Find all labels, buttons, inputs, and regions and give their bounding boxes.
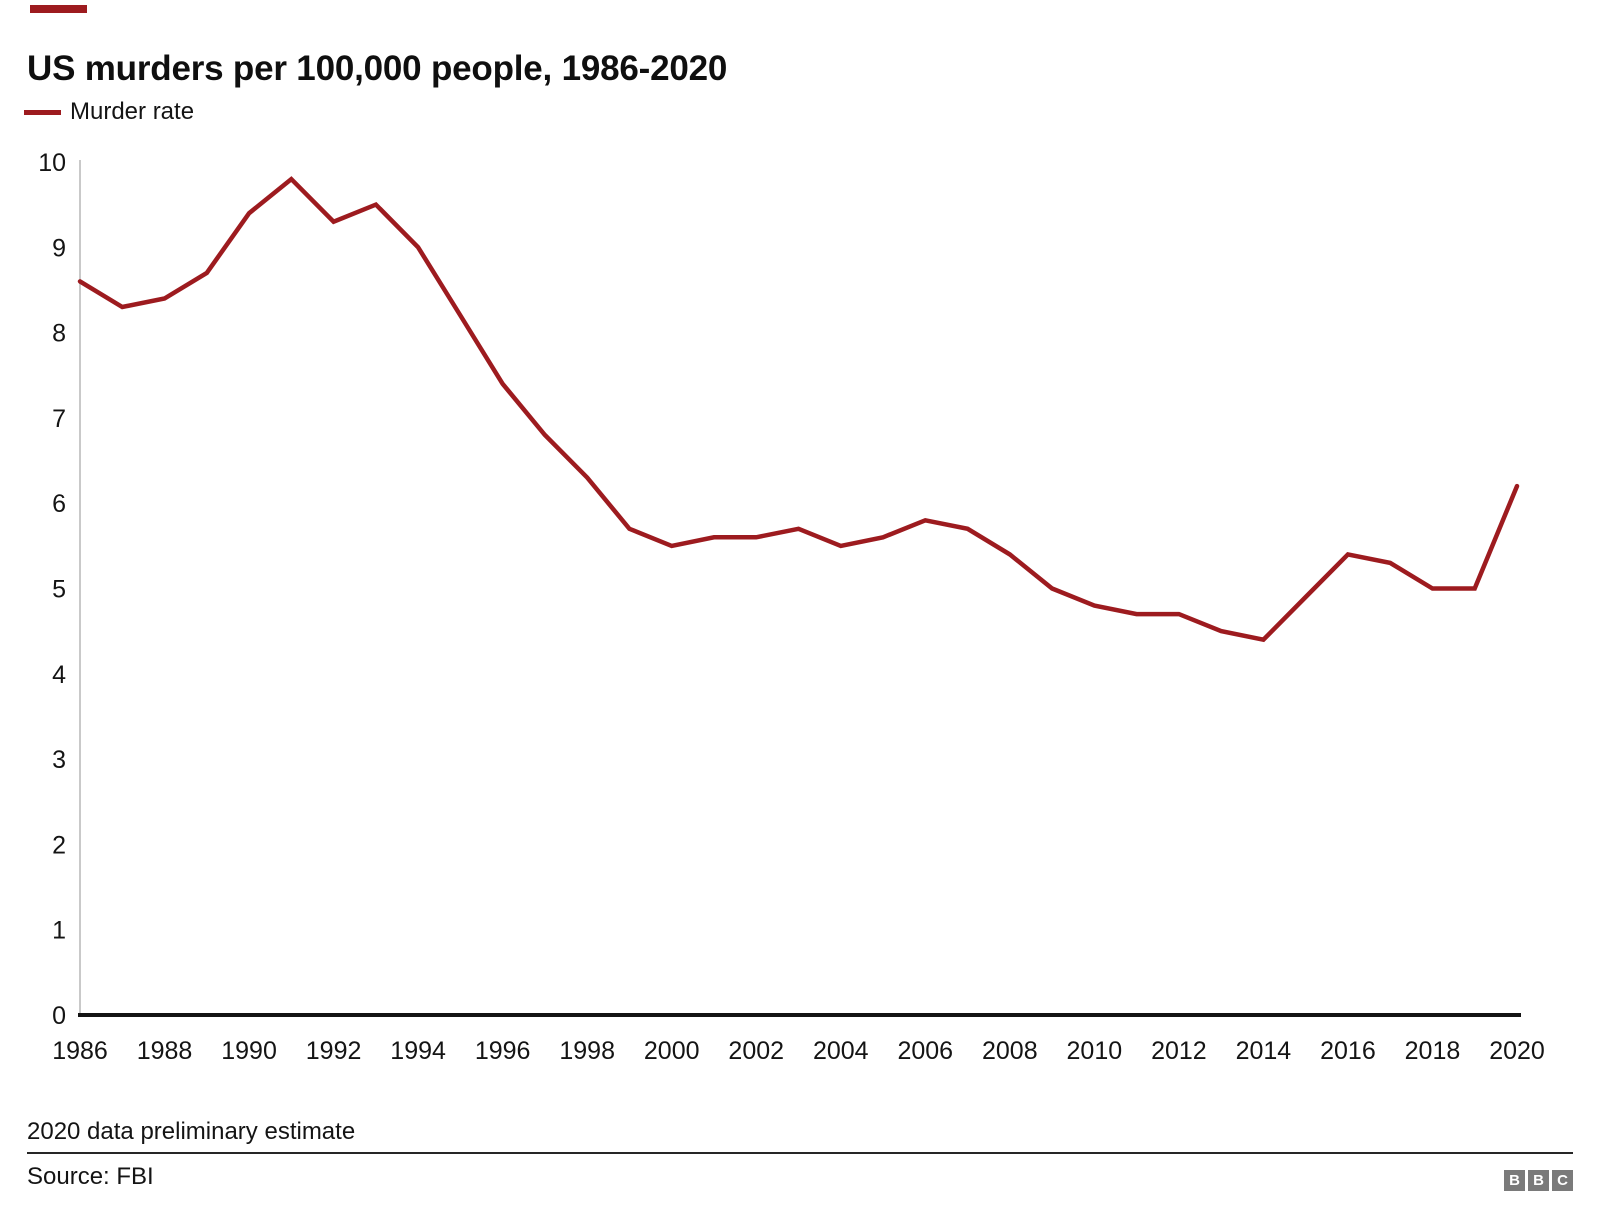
legend-line-swatch <box>24 109 61 115</box>
y-tick-label: 3 <box>52 746 66 774</box>
y-tick-label: 0 <box>52 1002 66 1030</box>
source-attribution: Source: FBI <box>27 1163 154 1190</box>
y-tick-label: 2 <box>52 831 66 859</box>
x-tick-label: 2002 <box>728 1037 784 1065</box>
x-tick-label: 2018 <box>1405 1037 1461 1065</box>
y-tick-label: 8 <box>52 320 66 348</box>
x-tick-label: 2006 <box>897 1037 953 1065</box>
x-tick-label: 2020 <box>1489 1037 1545 1065</box>
x-tick-label: 2014 <box>1236 1037 1292 1065</box>
x-tick-label: 1990 <box>221 1037 277 1065</box>
y-tick-label: 1 <box>52 917 66 945</box>
x-tick-label: 2010 <box>1067 1037 1123 1065</box>
legend-label: Murder rate <box>70 98 195 125</box>
x-tick-label: 2008 <box>982 1037 1038 1065</box>
x-tick-label: 1994 <box>390 1037 446 1065</box>
top-left-red-dash-decoration <box>30 5 87 13</box>
y-tick-label: 7 <box>52 405 66 433</box>
y-tick-label: 4 <box>52 661 66 689</box>
x-tick-label: 1988 <box>137 1037 193 1065</box>
y-tick-label: 9 <box>52 234 66 262</box>
source-row: Source: FBI B B C <box>27 1163 1573 1191</box>
x-tick-label: 1998 <box>559 1037 615 1065</box>
bbc-logo-letter-box: C <box>1552 1170 1573 1191</box>
chart-footnote: 2020 data preliminary estimate <box>27 1118 356 1145</box>
x-tick-label: 1986 <box>52 1037 108 1065</box>
bbc-logo-letter-box: B <box>1528 1170 1549 1191</box>
bbc-logo-letter-box: B <box>1504 1170 1525 1191</box>
footer-divider <box>27 1152 1573 1154</box>
bbc-logo: B B C <box>1504 1170 1573 1191</box>
murder-rate-line <box>77 176 1520 643</box>
x-tick-label: 2000 <box>644 1037 700 1065</box>
y-tick-label: 10 <box>38 149 66 177</box>
x-tick-label: 2012 <box>1151 1037 1207 1065</box>
x-tick-label: 2004 <box>813 1037 869 1065</box>
chart-title: US murders per 100,000 people, 1986-2020 <box>27 49 728 89</box>
x-tick-label: 1996 <box>475 1037 531 1065</box>
legend: Murder rate <box>24 98 194 126</box>
y-tick-label: 6 <box>52 490 66 518</box>
x-tick-label: 2016 <box>1320 1037 1376 1065</box>
y-tick-label: 5 <box>52 576 66 604</box>
x-tick-label: 1992 <box>306 1037 362 1065</box>
